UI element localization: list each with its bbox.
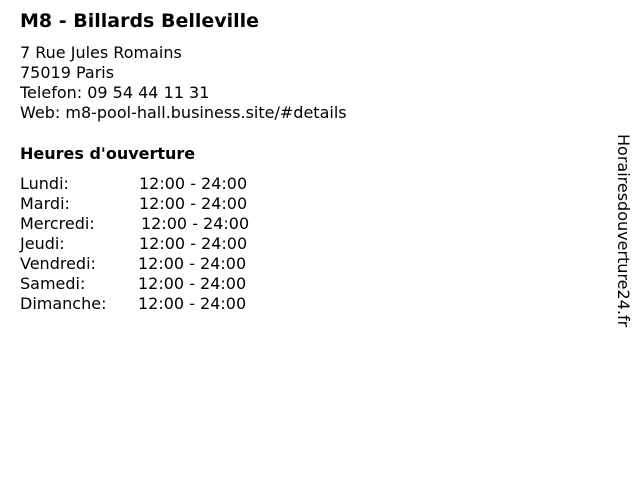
city: 75019 Paris <box>20 63 115 82</box>
hours-row: Jeudi: 12:00 - 24:00 <box>20 234 249 254</box>
hours-row: Vendredi: 12:00 - 24:00 <box>20 254 249 274</box>
time-range: 12:00 - 24:00 <box>138 294 247 313</box>
time-range: 12:00 - 24:00 <box>139 174 248 193</box>
street: 7 Rue Jules Romains <box>20 43 182 62</box>
business-address: 7 Rue Jules Romains 75019 Paris Telefon:… <box>20 43 347 123</box>
business-name: M8 - Billards Belleville <box>20 10 260 32</box>
hours-table: Lundi: 12:00 - 24:00 Mardi: 12:00 - 24:00 … <box>20 174 249 314</box>
time-range: 12:00 - 24:00 <box>138 274 247 293</box>
time-range: 12:00 - 24:00 <box>139 234 248 253</box>
day-label: Samedi: <box>20 274 86 293</box>
day-label: Lundi: <box>20 174 69 193</box>
time-range: 12:00 - 24:00 <box>139 194 248 213</box>
day-label: Mardi: <box>20 194 70 213</box>
hours-row: Samedi: 12:00 - 24:00 <box>20 274 249 294</box>
hours-row: Mercredi: 12:00 - 24:00 <box>20 214 249 234</box>
hours-row: Lundi: 12:00 - 24:00 <box>20 174 249 194</box>
day-label: Dimanche: <box>20 294 107 313</box>
time-range: 12:00 - 24:00 <box>138 254 247 273</box>
hours-row: Dimanche: 12:00 - 24:00 <box>20 294 249 314</box>
watermark-text: Horairesdouverture24.fr <box>614 134 633 328</box>
hours-row: Mardi: 12:00 - 24:00 <box>20 194 249 214</box>
day-label: Mercredi: <box>20 214 95 233</box>
hours-heading: Heures d'ouverture <box>20 144 196 163</box>
time-range: 12:00 - 24:00 <box>141 214 250 233</box>
phone: Telefon: 09 54 44 11 31 <box>20 83 210 102</box>
day-label: Vendredi: <box>20 254 96 273</box>
day-label: Jeudi: <box>20 234 65 253</box>
website: Web: m8-pool-hall.business.site/#details <box>20 103 347 122</box>
